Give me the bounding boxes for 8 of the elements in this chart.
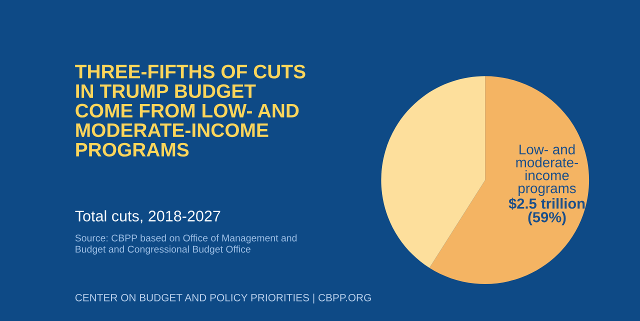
slice-label: Low- and moderate- income programs [516,144,578,196]
pie-slice [429,76,590,284]
text: THREE-FIFTHS OF CUTS IN TRUMP BUDGET COME FROM LOW- AND MODERATE-INCOME PROGRAMS [75,64,306,157]
source-note: Source: CBPP based on Office of Management and Budget and Congressional Budget Office [75,234,297,255]
text: CENTER ON BUDGET AND POLICY PRIORITIES | CBPP.ORG [75,294,371,304]
text: Total cuts, 2018-2027 [75,210,220,224]
data-label: $2.5 trillion (59%) [508,198,585,226]
pie-slice [381,76,486,268]
